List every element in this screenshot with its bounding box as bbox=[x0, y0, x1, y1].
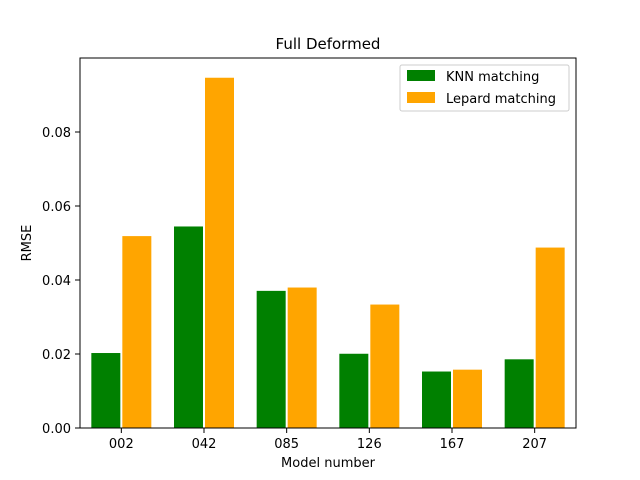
bar-lepard-002 bbox=[121, 235, 153, 429]
x-axis-ticks: 002 042 085 126 167 207 bbox=[109, 428, 547, 452]
legend-box bbox=[399, 64, 570, 112]
x-tick-label: 207 bbox=[522, 437, 547, 452]
bar-lepard-167 bbox=[452, 368, 483, 429]
x-tick-label: 126 bbox=[357, 437, 382, 452]
bars-layer bbox=[90, 76, 566, 429]
x-tick-label: 085 bbox=[274, 437, 299, 452]
bar-knn-002 bbox=[90, 352, 122, 429]
y-axis-ticks: 0.00 0.02 0.04 0.06 0.08 bbox=[42, 126, 80, 437]
x-tick-label: 167 bbox=[440, 437, 465, 452]
legend-label-knn: KNN matching bbox=[446, 70, 539, 85]
y-axis-label: RMSE bbox=[20, 225, 35, 262]
x-tick-label: 002 bbox=[109, 437, 134, 452]
bar-knn-126 bbox=[338, 352, 370, 429]
legend-swatch-knn bbox=[407, 70, 435, 81]
plot-frame bbox=[79, 57, 577, 429]
bar-lepard-085 bbox=[286, 286, 318, 429]
bar-knn-167 bbox=[421, 370, 452, 429]
legend-swatch-lepard bbox=[407, 92, 435, 103]
bar-knn-042 bbox=[173, 225, 204, 429]
legend: KNN matching Lepard matching bbox=[399, 64, 570, 112]
y-tick-label: 0.06 bbox=[42, 200, 71, 215]
x-tick-label: 042 bbox=[192, 437, 217, 452]
bar-knn-085 bbox=[255, 289, 287, 429]
chart-title: Full Deformed bbox=[276, 35, 381, 53]
x-axis-label: Model number bbox=[281, 456, 376, 471]
bar-lepard-207 bbox=[534, 246, 566, 429]
y-tick-label: 0.02 bbox=[42, 348, 71, 363]
bar-lepard-126 bbox=[369, 303, 401, 429]
legend-label-lepard: Lepard matching bbox=[446, 92, 556, 107]
bar-knn-207 bbox=[503, 358, 535, 429]
y-tick-label: 0.00 bbox=[42, 422, 71, 437]
y-tick-label: 0.08 bbox=[42, 126, 71, 141]
bar-lepard-042 bbox=[204, 76, 235, 429]
y-tick-label: 0.04 bbox=[42, 274, 71, 289]
